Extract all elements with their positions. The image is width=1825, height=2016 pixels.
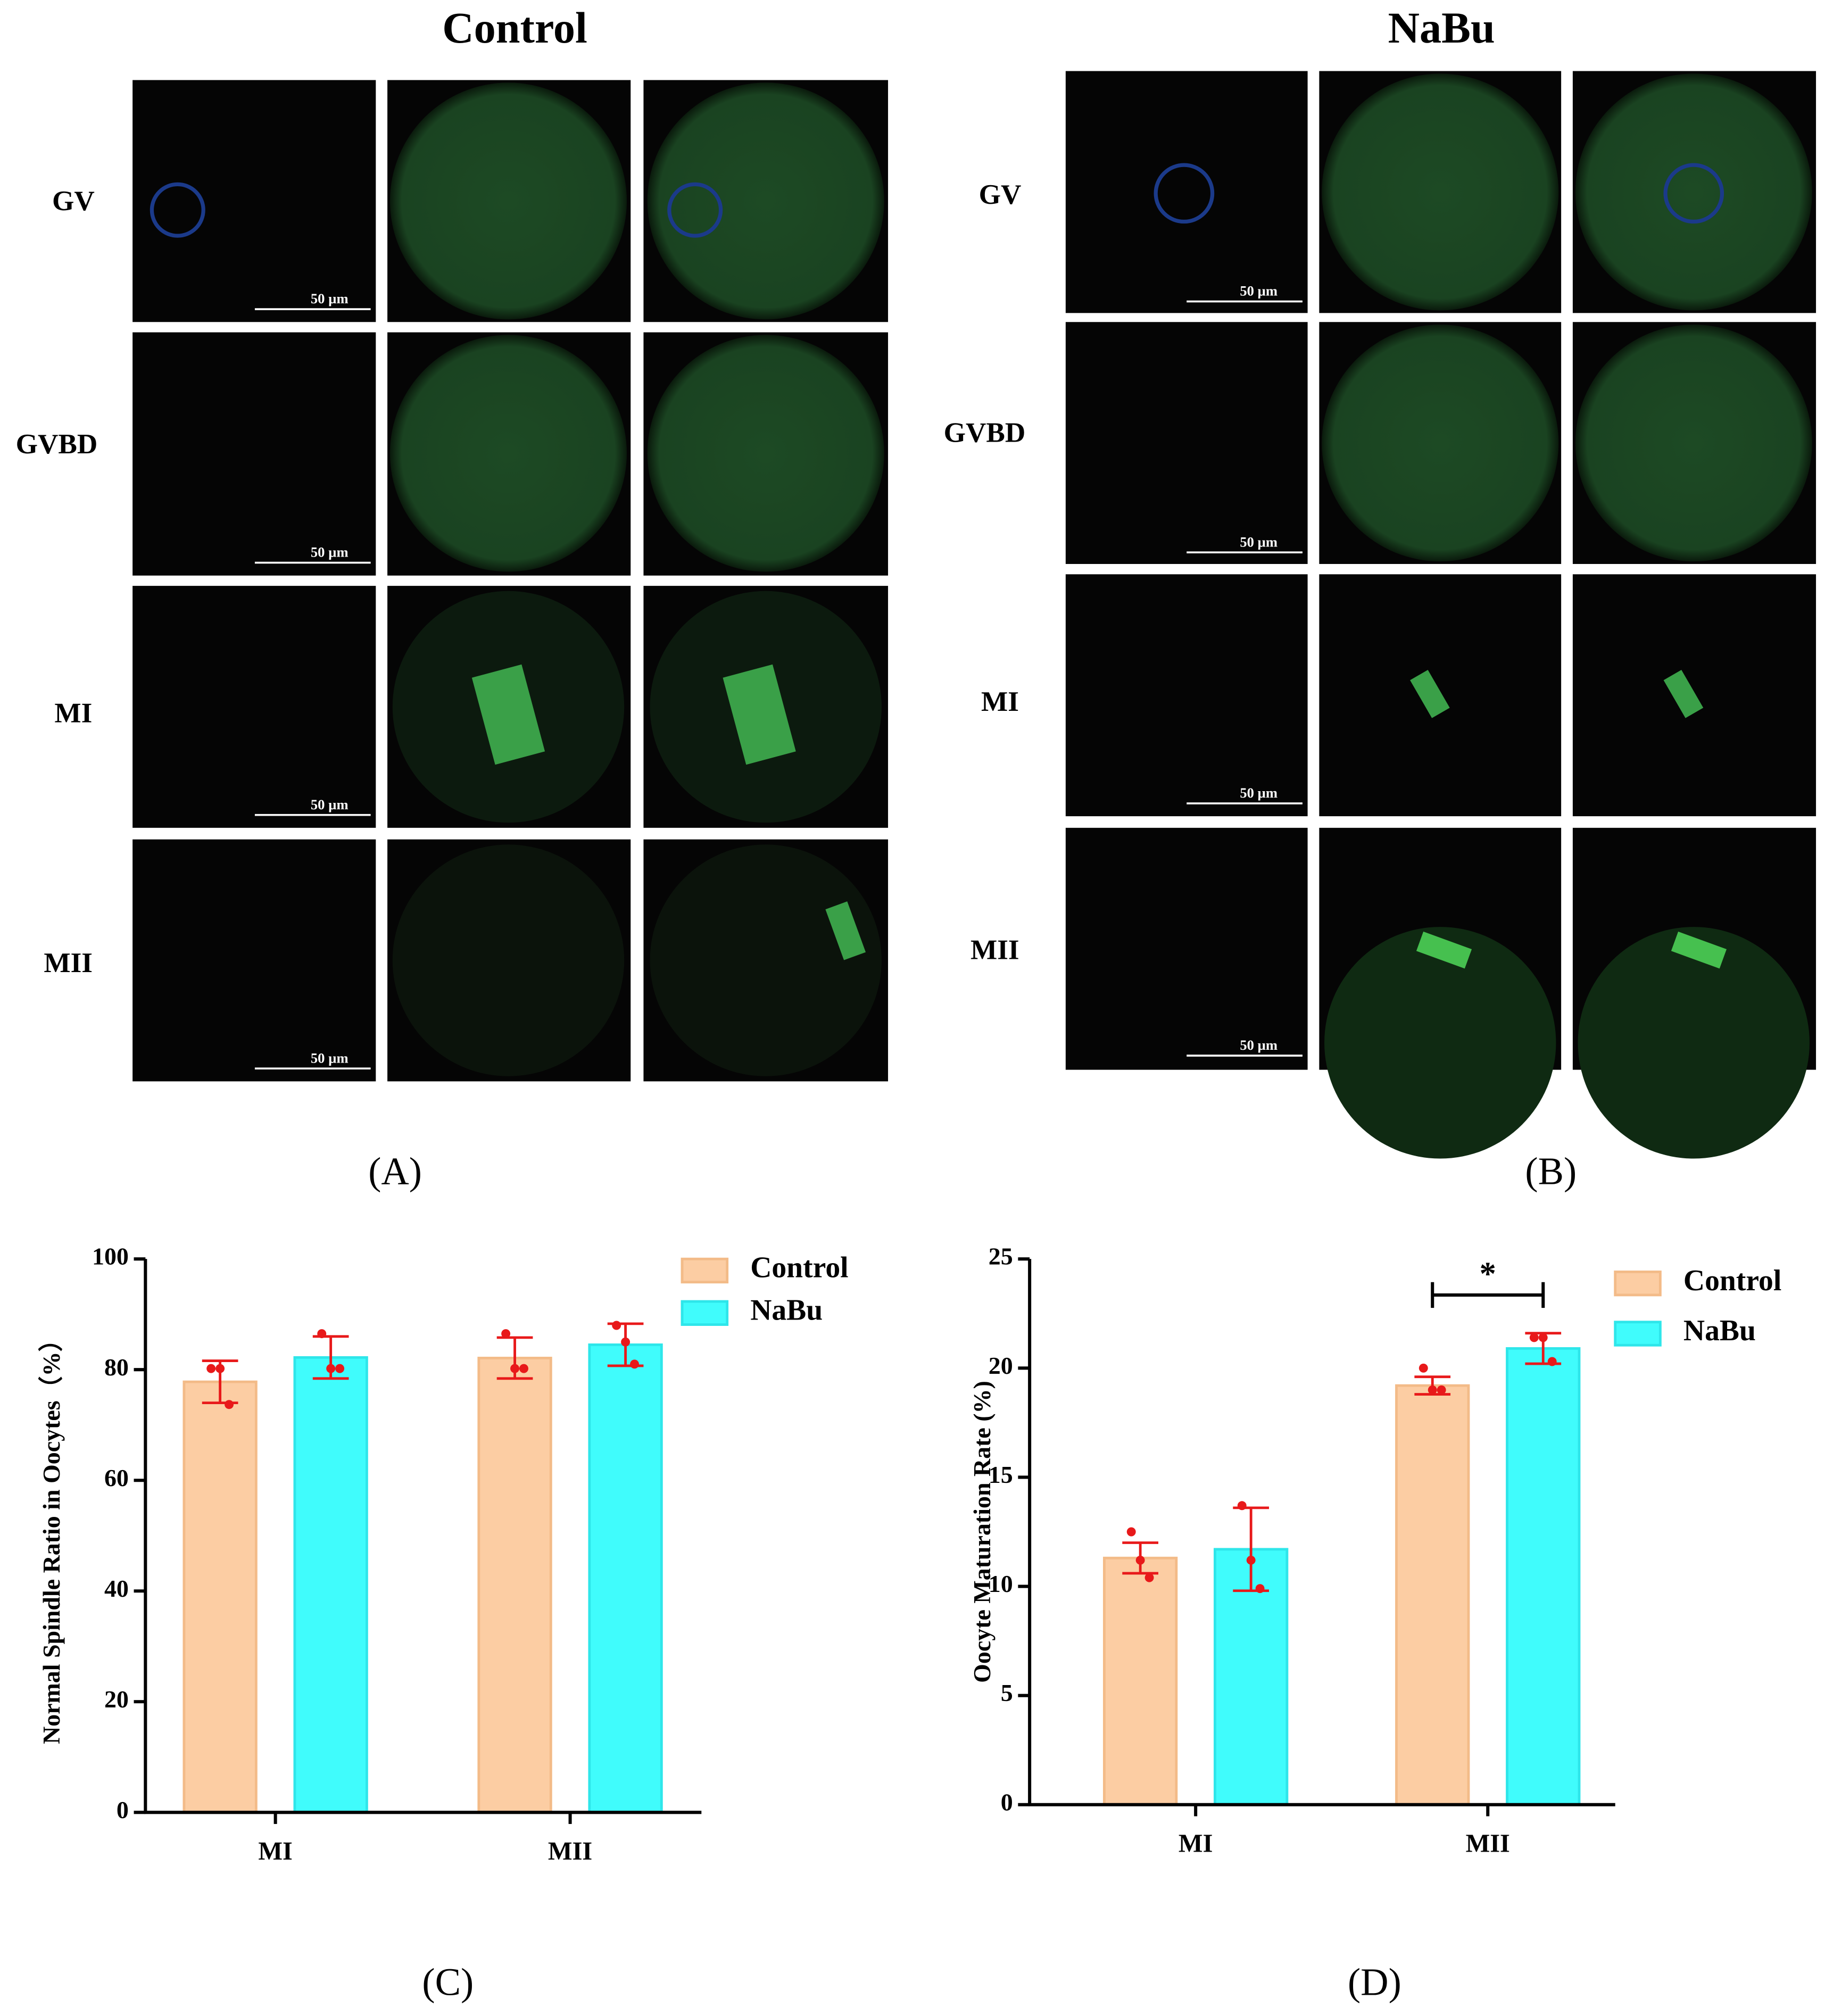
- y-tick-label: 80: [104, 1354, 129, 1381]
- y-tick-label: 10: [989, 1570, 1013, 1597]
- row-label: GVBD: [944, 417, 1026, 448]
- data-point: [1246, 1555, 1256, 1565]
- x-tick-label: MII: [1466, 1829, 1510, 1857]
- legend-label: Control: [750, 1251, 848, 1284]
- data-point: [326, 1364, 336, 1373]
- panel-label: (C): [422, 1961, 474, 2004]
- y-axis-label: Normal Spindle Ratio in Oocytes（%）: [38, 1327, 65, 1744]
- scale-bar-label: 50 µm: [1240, 283, 1278, 299]
- data-point: [1538, 1333, 1548, 1342]
- data-point: [519, 1364, 528, 1373]
- data-point: [612, 1321, 621, 1330]
- legend-label: NaBu: [750, 1294, 823, 1327]
- scale-bar-label: 50 µm: [311, 797, 349, 812]
- y-tick-label: 20: [104, 1686, 129, 1713]
- bar: [1506, 1347, 1581, 1806]
- data-point: [335, 1364, 345, 1373]
- row-label: MI: [54, 698, 92, 729]
- legend-swatch: [681, 1300, 729, 1326]
- row-label: GVBD: [16, 428, 98, 460]
- y-tick-label: 60: [104, 1464, 129, 1491]
- legend-swatch: [681, 1257, 729, 1284]
- legend-swatch: [1614, 1270, 1662, 1297]
- data-point: [621, 1337, 631, 1347]
- y-tick-label: 0: [117, 1796, 129, 1823]
- scale-bar-label: 50 µm: [311, 1050, 349, 1066]
- bar: [1102, 1556, 1178, 1806]
- scale-bar-label: 50 µm: [311, 291, 349, 306]
- bar: [293, 1356, 368, 1814]
- row-label: GV: [52, 185, 95, 217]
- data-point: [1144, 1573, 1154, 1582]
- data-point: [1237, 1501, 1247, 1511]
- legend-swatch: [1614, 1321, 1662, 1347]
- panel-label: (A): [368, 1150, 422, 1193]
- data-point: [225, 1400, 234, 1409]
- y-tick-label: 0: [1001, 1788, 1013, 1815]
- scale-bar-label: 50 µm: [1240, 1037, 1278, 1053]
- y-tick-label: 100: [92, 1243, 129, 1270]
- data-point: [206, 1364, 216, 1373]
- x-tick-label: MI: [1179, 1829, 1213, 1857]
- panel-title: Control: [442, 4, 587, 52]
- panel-label: (B): [1525, 1150, 1577, 1193]
- bar: [477, 1356, 552, 1814]
- y-tick-label: 15: [989, 1461, 1013, 1488]
- bar: [588, 1343, 663, 1814]
- data-point: [501, 1329, 511, 1339]
- data-point: [215, 1364, 225, 1373]
- x-tick-label: MI: [258, 1837, 292, 1865]
- data-point: [317, 1329, 327, 1339]
- data-point: [1135, 1555, 1145, 1565]
- significance-bracket: [1431, 1282, 1545, 1308]
- y-tick-label: 25: [989, 1243, 1013, 1270]
- data-point: [1418, 1363, 1428, 1373]
- data-point: [1255, 1584, 1265, 1594]
- data-point: [1428, 1385, 1437, 1395]
- legend-label: NaBu: [1683, 1314, 1756, 1347]
- bar: [182, 1380, 258, 1814]
- bar: [1395, 1384, 1470, 1806]
- y-tick-label: 20: [989, 1352, 1013, 1379]
- panel-title: NaBu: [1388, 4, 1495, 52]
- scale-bar-label: 50 µm: [1240, 534, 1278, 550]
- data-point: [1547, 1357, 1557, 1366]
- y-tick-label: 5: [1001, 1679, 1013, 1706]
- y-tick-label: 40: [104, 1575, 129, 1602]
- legend-label: Control: [1683, 1264, 1781, 1297]
- data-point: [1437, 1385, 1446, 1395]
- x-tick-label: MII: [548, 1837, 592, 1865]
- row-label: MII: [44, 947, 93, 978]
- y-axis-label: Oocyte Maturation Rate (%): [968, 1381, 996, 1683]
- data-point: [1126, 1527, 1136, 1537]
- panel-label: (D): [1348, 1961, 1401, 2004]
- row-label: GV: [979, 179, 1022, 210]
- scale-bar-label: 50 µm: [1240, 785, 1278, 801]
- row-label: MI: [981, 686, 1019, 717]
- data-point: [630, 1359, 639, 1369]
- scale-bar-label: 50 µm: [311, 544, 349, 560]
- data-point: [510, 1364, 520, 1373]
- row-label: MII: [970, 934, 1019, 966]
- data-point: [1529, 1333, 1539, 1342]
- significance-label: *: [1480, 1255, 1496, 1292]
- micrographs: [132, 71, 1816, 1159]
